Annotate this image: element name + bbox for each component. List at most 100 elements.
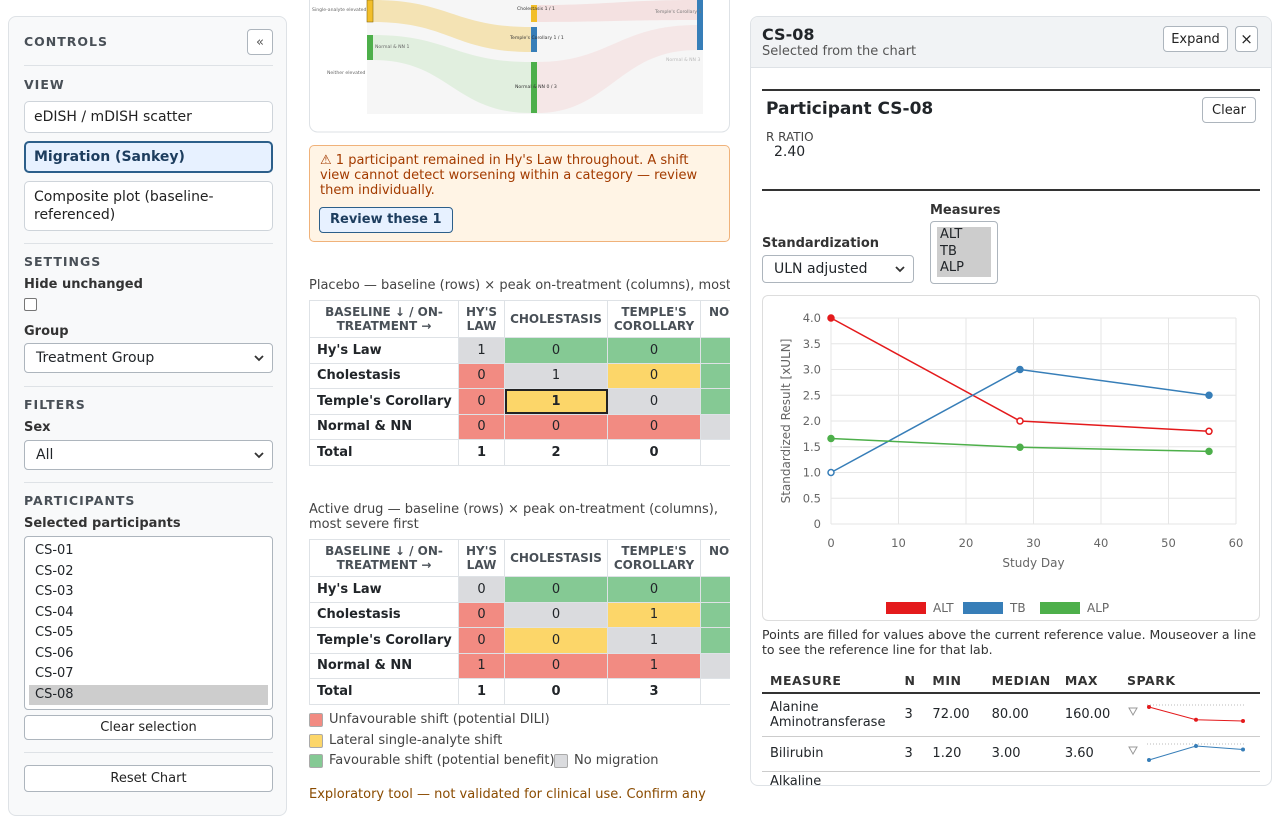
sankey-node	[366, 0, 374, 23]
participant-option[interactable]: CS-08	[29, 684, 268, 705]
participant-option[interactable]: CS-02	[35, 563, 74, 579]
collapse-button[interactable]: «	[247, 29, 273, 55]
view-option[interactable]: Migration (Sankey)	[24, 141, 273, 173]
shift-cell[interactable]: 0	[504, 627, 608, 654]
expand-button[interactable]: Expand	[1163, 26, 1228, 52]
shift-cell[interactable]	[700, 337, 730, 364]
shift-cell[interactable]: 1	[458, 652, 505, 679]
shift-cell[interactable]	[700, 652, 730, 679]
shift-cell[interactable]: 1	[607, 627, 701, 654]
shift-cell[interactable]	[700, 627, 730, 654]
shift-cell[interactable]: 0	[504, 413, 608, 440]
data-point[interactable]	[1205, 391, 1213, 399]
series-line[interactable]	[830, 317, 1210, 433]
participant-list[interactable]: CS-01 CS-02 CS-03 CS-04 CS-05 CS-06 CS-07 CS-08	[24, 536, 273, 710]
spark-cell	[1119, 693, 1260, 737]
table-cell: Bilirubin	[762, 736, 897, 772]
sankey-node	[531, 5, 537, 22]
measures-list[interactable]: ALT TB ALP	[930, 221, 998, 284]
shift-cell[interactable]: 0	[504, 337, 608, 364]
column-header: NORMAL & NN	[700, 539, 730, 577]
participant-option[interactable]: CS-01	[35, 543, 74, 558]
line-chart: 0 0.5 1.0 1.5 2.0 2.5 3.0 3.5 4.0 0 10 20 30 40 50 60 St…	[779, 311, 1243, 615]
checkbox[interactable]	[24, 298, 37, 311]
table-cell: 3	[896, 693, 925, 737]
shift-cell[interactable]: 0	[504, 576, 608, 603]
shift-cell[interactable]: 1	[504, 388, 608, 415]
participant-option[interactable]: CS-03	[35, 584, 74, 599]
close-button[interactable]: ×	[1235, 26, 1258, 52]
data-point[interactable]	[1016, 365, 1024, 374]
shift-cell[interactable]	[700, 388, 730, 415]
data-point[interactable]	[827, 314, 835, 322]
clear-selection-button[interactable]: Clear selection	[24, 715, 273, 740]
clear-button[interactable]: Clear	[1202, 97, 1256, 123]
data-point[interactable]	[1016, 417, 1024, 425]
shift-cell[interactable]	[700, 413, 730, 440]
shift-cell[interactable]: 1	[504, 362, 608, 389]
measure-option[interactable]: ALT	[937, 227, 991, 244]
participant-option[interactable]: CS-07	[35, 666, 74, 681]
column-header: MEDIAN	[983, 668, 1057, 694]
legend-label[interactable]: ALT	[933, 601, 954, 615]
table-cell: 160.00	[1056, 693, 1120, 737]
shift-cell[interactable]: 0	[458, 576, 505, 603]
sankey-label: Single-analyte elevated	[312, 7, 366, 13]
participant-option[interactable]: CS-04	[35, 604, 74, 620]
legend-swatch[interactable]	[886, 602, 926, 614]
shift-cell[interactable]: 0	[458, 362, 505, 389]
x-tick-label: 0	[827, 536, 834, 550]
field-label: Sex	[24, 420, 51, 435]
chart-note: Points are filled for values above the c…	[762, 627, 1257, 657]
field-label: Standardization	[762, 236, 880, 251]
shift-cell[interactable]: 1	[607, 601, 701, 628]
shift-cell[interactable]: 0	[458, 388, 505, 415]
legend-label: Favourable shift (potential benefit)	[329, 753, 555, 768]
data-point[interactable]	[1205, 447, 1213, 456]
data-point[interactable]	[1016, 443, 1024, 452]
view-option[interactable]: Composite plot (baseline-referenced)	[24, 181, 273, 231]
shift-cell[interactable]: 0	[607, 388, 701, 415]
shift-cell[interactable]: 0	[458, 413, 505, 440]
shift-cell[interactable]: 0	[458, 601, 505, 628]
measure-option[interactable]: ALP	[937, 260, 991, 277]
legend-swatch[interactable]	[1040, 602, 1080, 614]
view-option[interactable]: eDISH / mDISH scatter	[24, 101, 273, 133]
shift-table-block: Active drug — baseline (rows) × peak on-…	[309, 502, 730, 707]
divider	[762, 89, 1260, 91]
data-point[interactable]	[827, 434, 835, 443]
participant-option[interactable]: CS-06	[35, 645, 74, 661]
shift-cell[interactable]: 0	[458, 627, 505, 654]
data-point[interactable]	[1205, 427, 1213, 436]
shift-cell[interactable]: 1	[607, 652, 701, 679]
shift-cell[interactable]	[700, 576, 730, 603]
legend-label: Unfavourable shift (potential DILI)	[329, 712, 550, 727]
standardization-select[interactable]: ULN adjusted	[762, 255, 914, 283]
legend-label[interactable]: TB	[1009, 601, 1026, 615]
legend-swatch[interactable]	[963, 602, 1003, 614]
participant-option[interactable]: CS-05	[35, 625, 74, 640]
shift-cell[interactable]: 0	[504, 652, 608, 679]
select-value: Treatment Group	[36, 350, 155, 366]
shift-cell[interactable]: 0	[607, 413, 701, 440]
sex-select[interactable]: All	[24, 440, 273, 470]
divider	[24, 386, 273, 387]
group-select[interactable]: Treatment Group	[24, 343, 273, 373]
shift-cell[interactable]: 1	[458, 337, 505, 364]
measure-option[interactable]: TB	[937, 243, 991, 260]
shift-cell[interactable]: 0	[607, 362, 701, 389]
shift-cell[interactable]: 0	[607, 337, 701, 364]
shift-cell[interactable]	[700, 601, 730, 628]
total-cell: 0	[607, 439, 701, 466]
data-point[interactable]	[827, 468, 835, 477]
table-caption: Placebo — baseline (rows) × peak on-trea…	[309, 278, 730, 293]
review-button[interactable]: Review these 1	[319, 207, 453, 233]
shift-cell[interactable]: 0	[504, 601, 608, 628]
y-tick-label: 1.5	[803, 440, 821, 454]
reset-chart-button[interactable]: Reset Chart	[24, 765, 273, 792]
legend-label[interactable]: ALP	[1087, 601, 1109, 615]
shift-cell[interactable]	[700, 362, 730, 389]
legend-item: Favourable shift (potential benefit)	[309, 753, 555, 768]
shift-cell[interactable]: 0	[607, 576, 701, 603]
column-header: TEMPLE'S COROLLARY	[607, 300, 701, 338]
